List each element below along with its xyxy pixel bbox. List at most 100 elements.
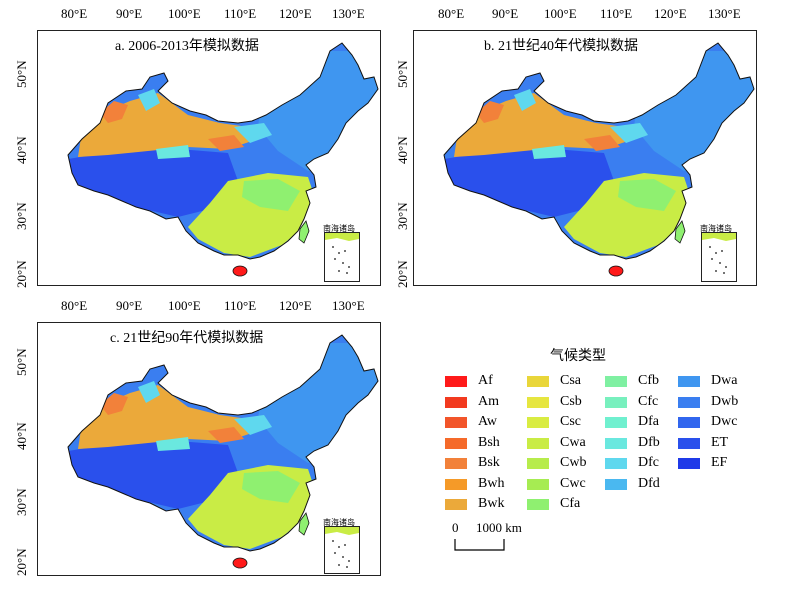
- legend-swatch: [527, 376, 549, 387]
- china-outline: [443, 42, 755, 260]
- lat-tick: 30°N: [14, 488, 29, 516]
- legend-swatch: [605, 478, 627, 490]
- lat-tick: 20°N: [14, 548, 29, 576]
- china-outline: [67, 334, 379, 552]
- region-dfc: [138, 381, 160, 403]
- lat-tick: 30°N: [395, 202, 410, 230]
- region-et: [68, 441, 238, 509]
- south-china-sea-inset: 南海诸岛: [700, 224, 737, 282]
- legend-label: Bsk: [478, 455, 500, 470]
- south-china-sea-inset: 南海诸岛: [323, 224, 360, 282]
- map-panel-a: 80°E 90°E 100°E 110°E 120°E 130°E 50°N 4…: [0, 0, 392, 290]
- legend-label: Bwh: [478, 475, 505, 491]
- legend-label: Bwk: [478, 496, 505, 511]
- region-dfb: [532, 145, 566, 159]
- inset-label: 南海诸岛: [700, 224, 732, 233]
- taiwan-island: [674, 220, 686, 244]
- legend-title: 气候类型: [550, 348, 606, 364]
- lon-tick: 80°E: [61, 298, 88, 313]
- lat-tick: 30°N: [14, 202, 29, 230]
- region-cfa: [618, 179, 676, 211]
- legend-swatch: [605, 458, 627, 469]
- map-panel-c: 80°E 90°E 100°E 110°E 120°E 130°E 50°N 4…: [0, 294, 392, 586]
- lon-tick: 100°E: [168, 298, 201, 313]
- legend-label: EF: [711, 455, 728, 470]
- legend-label: Dfb: [638, 434, 660, 450]
- legend-swatch: [678, 396, 700, 408]
- scale-line: [454, 539, 505, 551]
- region-dfc: [514, 89, 536, 111]
- legend-swatch: [605, 376, 627, 387]
- taiwan-island: [298, 220, 310, 244]
- legend-swatch: [605, 396, 627, 408]
- legend-label: Csa: [560, 373, 581, 388]
- lon-tick: 130°E: [332, 298, 365, 313]
- scale-bar: 0 1000 km: [450, 520, 570, 560]
- region-dfc-2: [610, 123, 648, 143]
- legend-swatch: [678, 376, 700, 387]
- lon-tick: 130°E: [332, 6, 365, 21]
- legend-label: Bsh: [478, 434, 500, 450]
- legend-label: Am: [478, 393, 499, 409]
- map-title: b. 21世纪40年代模拟数据: [484, 39, 638, 54]
- lat-tick: 20°N: [14, 260, 29, 288]
- region-bsk: [476, 101, 504, 123]
- lat-tick: 50°N: [395, 60, 410, 88]
- map-frame: c. 21世纪90年代模拟数据: [37, 322, 381, 576]
- region-cfa: [242, 471, 300, 503]
- region-bsk: [100, 101, 128, 123]
- legend-label: Cwa: [560, 434, 586, 450]
- legend-swatch: [445, 376, 467, 387]
- scale-zero-label: 0: [452, 520, 459, 535]
- map-frame: a. 2006-2013年模拟数据: [37, 30, 381, 286]
- south-china-sea-inset: 南海诸岛: [323, 518, 360, 574]
- map-title: a. 2006-2013年模拟数据: [115, 39, 259, 54]
- legend-swatch: [445, 437, 467, 449]
- legend-swatch: [605, 437, 627, 449]
- legend-label: Cwc: [560, 475, 586, 491]
- legend-swatch: [527, 396, 549, 408]
- climate-map: [67, 334, 379, 569]
- region-dfc-2: [234, 123, 272, 143]
- legend-label: Csb: [560, 393, 582, 409]
- legend-label: Dwc: [711, 414, 738, 429]
- legend-swatch: [527, 417, 549, 428]
- lon-tick: 90°E: [492, 6, 519, 21]
- legend-label: Cwb: [560, 455, 587, 470]
- legend-swatch: [527, 458, 549, 469]
- climate-map: [67, 42, 379, 277]
- region-bsk-2: [584, 135, 620, 151]
- lon-tick: 100°E: [544, 6, 577, 21]
- region-bsk-2: [208, 427, 244, 443]
- lat-tick: 40°N: [395, 136, 410, 164]
- lon-tick: 130°E: [708, 6, 741, 21]
- inset-map: [702, 233, 736, 274]
- inset-map: [325, 527, 359, 568]
- legend-swatch: [605, 417, 627, 428]
- region-cfa: [242, 179, 300, 211]
- lon-tick: 120°E: [279, 6, 312, 21]
- china-outline: [67, 42, 379, 260]
- map-panel-b: 80°E 90°E 100°E 110°E 120°E 130°E 50°N 4…: [392, 0, 786, 290]
- region-dfb: [156, 437, 190, 451]
- legend-label: Cfb: [638, 373, 659, 388]
- region-et: [444, 149, 614, 217]
- region-dfb: [156, 145, 190, 159]
- region-et: [68, 149, 238, 217]
- legend-label: Dfd: [638, 475, 660, 491]
- legend-label: ET: [711, 434, 729, 450]
- inset-label: 南海诸岛: [323, 224, 355, 233]
- legend-label: Cfc: [638, 393, 659, 409]
- region-bsk-2: [208, 135, 244, 151]
- region-dfc-2: [234, 415, 272, 435]
- hainan-island: [232, 557, 248, 569]
- map-title: c. 21世纪90年代模拟数据: [110, 331, 264, 346]
- hainan-island: [608, 265, 624, 277]
- lat-tick: 50°N: [14, 60, 29, 88]
- inset-label: 南海诸岛: [323, 518, 355, 527]
- lon-tick: 90°E: [116, 298, 143, 313]
- climate-map: [443, 42, 755, 277]
- scale-distance-label: 1000 km: [476, 520, 522, 535]
- legend-swatch: [678, 458, 700, 469]
- legend-label: Dfc: [638, 455, 659, 470]
